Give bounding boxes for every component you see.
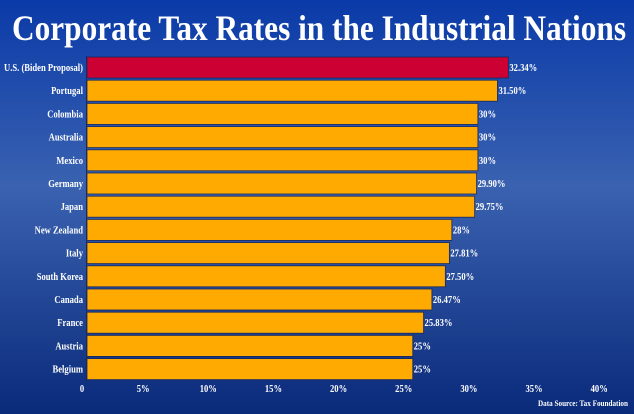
data-label: 25% (414, 364, 431, 376)
category-label: Germany (48, 178, 83, 190)
category-label: South Korea (37, 271, 83, 283)
category-label: Australia (49, 132, 83, 144)
category-label: Italy (66, 248, 83, 260)
data-label: 32.34% (509, 62, 537, 74)
bar (86, 218, 453, 241)
chart-title: Corporate Tax Rates in the Industrial Na… (12, 8, 626, 48)
bar (86, 56, 509, 79)
bar (86, 172, 477, 195)
category-label: Austria (55, 340, 83, 352)
x-tick-label: 20% (330, 383, 347, 395)
x-tick-label: 35% (525, 383, 542, 395)
bar (86, 242, 450, 265)
category-label: Japan (61, 201, 84, 213)
data-label: 30% (479, 155, 496, 167)
data-label: 27.50% (446, 271, 474, 283)
bar (86, 195, 476, 218)
data-label: 31.50% (498, 85, 526, 97)
category-label: Portugal (51, 85, 83, 97)
bar (86, 358, 414, 381)
data-label: 27.81% (450, 248, 478, 260)
category-label: Canada (54, 294, 83, 306)
x-tick-label: 15% (265, 383, 282, 395)
category-label: Belgium (53, 364, 84, 376)
x-tick-label: 10% (200, 383, 217, 395)
data-label: 25% (414, 340, 431, 352)
bar (86, 311, 424, 334)
category-label: Mexico (56, 155, 83, 167)
bar (86, 79, 498, 102)
bar (86, 265, 446, 288)
data-label: 30% (479, 132, 496, 144)
data-label: 29.90% (478, 178, 506, 190)
data-label: 30% (479, 108, 496, 120)
category-label: New Zealand (35, 224, 84, 236)
category-label: U.S. (Biden Proposal) (4, 62, 83, 74)
bar (86, 288, 433, 311)
bar (86, 149, 479, 172)
x-tick-label: 30% (460, 383, 477, 395)
bar (86, 334, 414, 357)
bar (86, 103, 479, 125)
x-tick-label: 25% (395, 383, 412, 395)
data-source: Data Source: Tax Foundation (538, 399, 628, 408)
data-label: 28% (453, 224, 470, 236)
data-label: 26.47% (433, 294, 461, 306)
x-tick-label: 0 (80, 383, 84, 395)
bar (86, 126, 479, 148)
x-tick-label: 40% (591, 383, 608, 395)
data-label: 29.75% (476, 201, 504, 213)
data-label: 25.83% (425, 317, 453, 329)
category-label: France (57, 317, 83, 329)
category-label: Colombia (47, 108, 83, 120)
x-tick-label: 5% (137, 383, 150, 395)
